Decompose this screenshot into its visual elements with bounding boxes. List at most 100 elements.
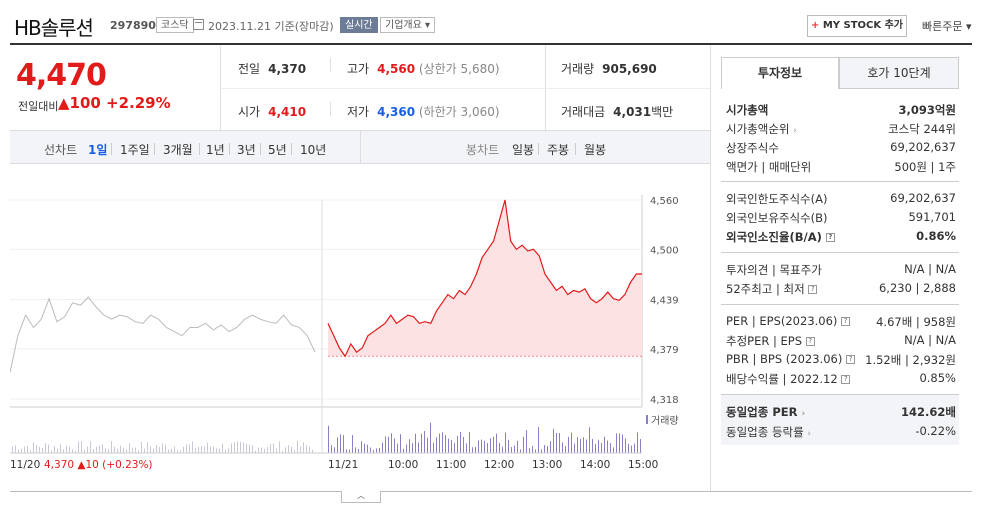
tab-period-5y[interactable]: 5년 [268,143,287,157]
stat-open-label: 시가 [238,105,261,119]
volume-bar [141,441,142,453]
volume-bar [376,448,377,453]
x-tick-label: 14:00 [580,459,610,471]
volume-bar [616,433,617,453]
volume-bar [273,443,274,453]
volume-bar [267,447,268,453]
help-icon[interactable]: ? [805,337,815,346]
header-divider [10,43,972,45]
add-my-stock-button[interactable]: + MY STOCK 추가 [807,15,907,37]
tab-candle-daily[interactable]: 일봉 [512,143,535,157]
tab-period-1w[interactable]: 1주일 [120,143,150,157]
bottom-divider [10,491,972,492]
volume-bar [186,444,187,453]
stat-high-value: 4,560 [377,62,416,76]
dividend-value: 0.85% [919,371,956,385]
stat-low-value: 4,360 [377,105,416,119]
volume-bar [502,446,503,453]
volume-bar [403,448,404,453]
tab-period-10y[interactable]: 10년 [300,143,327,157]
volume-bar [334,447,335,453]
volume-bar [162,443,163,453]
tab-candle-weekly[interactable]: 주봉 [547,143,570,157]
calendar-icon [193,19,204,30]
volume-bar [234,442,235,453]
volume-bar [634,443,635,453]
volume-bar [415,433,416,453]
shares-row: 상장주식수 69,202,637 [726,140,956,158]
volume-bar [547,445,548,453]
sector-box [721,395,959,445]
pbr-bps-value: 1.52배 | 2,932원 [865,353,956,367]
foreign-ratio-row: 외국인소진율(B/A) ? 0.86% [726,229,956,247]
volume-bar [132,447,133,453]
volume-bar [418,442,419,453]
volume-bar [556,432,557,453]
realtime-button[interactable]: 실시간 [340,17,378,33]
foreign-hold-row: 외국인보유주식수(B) 591,701 [726,210,956,228]
tab-period-3y[interactable]: 3년 [237,143,256,157]
volume-bar [51,450,52,453]
week52-label: 52주최고 | 최저 [726,282,805,296]
tab-separator [260,143,261,155]
tab-period-1y[interactable]: 1년 [206,143,225,157]
x-tick-label: 11/21 [328,459,358,471]
volume-bar [81,441,82,453]
volume-bar [604,436,605,453]
tab-separator [575,143,576,155]
help-icon[interactable]: ? [808,285,818,294]
volume-bar [111,441,112,453]
volume-bar [526,430,527,453]
sector-rate-row[interactable]: 동일업종 등락률 › -0.22% [726,424,956,442]
stat-prev-value: 4,370 [268,62,307,76]
expand-button[interactable]: ︿ [341,491,381,503]
tab-invest-info[interactable]: 투자정보 [721,57,839,89]
foreign-limit-row: 외국인한도주식수(A) 69,202,637 [726,191,956,209]
volume-bar [508,439,509,453]
company-summary-dropdown[interactable]: 기업개요 ▾ [380,17,435,33]
opinion-label: 투자의견 | 목표주가 [726,263,822,277]
change-amount: ▲100 [58,94,101,112]
volume-bar [90,441,91,453]
volume-bar [45,443,46,453]
volume-bar [490,438,491,453]
volume-bar [117,448,118,453]
volume-bar [346,449,347,453]
volume-bar [135,447,136,453]
volume-bar [328,425,329,453]
quick-order-dropdown[interactable]: 빠른주문 ▾ [922,20,972,33]
stat-open-value: 4,410 [268,105,307,119]
price-chart[interactable]: 4,560 4,500 4,439 4,379 4,318 거래량 11/20 11/21 10… [10,175,710,475]
volume-bar [370,447,371,453]
help-icon[interactable]: ? [841,375,851,384]
tab-period-1d[interactable]: 1일 [88,143,108,157]
section-divider [721,394,959,395]
tab-orderbook[interactable]: 호가 10단계 [839,57,959,89]
sector-per-row[interactable]: 동일업종 PER › 142.62배 [726,404,956,422]
volume-bar [48,444,49,453]
help-icon[interactable]: ? [841,317,851,326]
tab-period-3m[interactable]: 3개월 [163,143,193,157]
volume-bar [433,442,434,453]
volume-bar [39,446,40,453]
volume-bar [577,437,578,453]
volume-bar [373,449,374,453]
volume-bar [207,442,208,453]
tab-separator [291,143,292,155]
help-icon[interactable]: ? [845,355,855,364]
volume-bar [261,447,262,453]
dividend-row: 배당수익률 | 2022.12 ? 0.85% [726,371,956,389]
section-divider [721,304,959,305]
volume-bar [276,448,277,453]
volume-bar [249,444,250,453]
help-icon[interactable]: ? [825,233,835,242]
tab-candle-monthly[interactable]: 월봉 [584,143,607,157]
section-divider [721,252,959,253]
market-cap-value: 3,093억원 [898,103,956,117]
y-tick-label: 4,560 [650,196,679,207]
volume-bar [397,443,398,453]
lower-limit: (하한가 3,060) [418,105,500,119]
volume-bar [105,448,106,453]
market-cap-rank-row[interactable]: 시가총액순위 › 코스닥 244위 [726,121,956,139]
volume-bar [574,443,575,453]
